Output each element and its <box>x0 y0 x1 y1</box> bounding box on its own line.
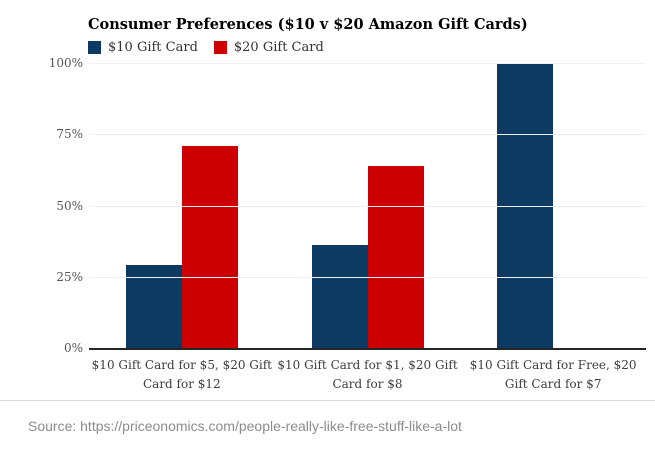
y-tick-label: 100% <box>48 56 83 70</box>
footer: Source: https://priceonomics.com/people-… <box>0 400 655 450</box>
gridline <box>89 134 646 136</box>
bar <box>125 265 182 348</box>
x-axis-label-cell: $10 Gift Card for Free, $20 Gift Card fo… <box>460 356 646 393</box>
legend-label: $10 Gift Card <box>108 40 198 55</box>
legend-label: $20 Gift Card <box>233 40 324 55</box>
legend: $10 Gift Card $20 Gift Card <box>88 40 324 55</box>
x-axis-label: $10 Gift Card for $5, $20 Gift Card for … <box>91 358 272 391</box>
y-tick-label: 50% <box>56 198 83 213</box>
x-axis-label: $10 Gift Card for $1, $20 Gift Card for … <box>277 358 458 391</box>
y-tick-label: 75% <box>56 127 83 142</box>
gridline <box>89 276 646 278</box>
y-tick-label: 0% <box>63 341 83 355</box>
bar-group <box>89 63 275 348</box>
x-axis-label-cell: $10 Gift Card for $1, $20 Gift Card for … <box>275 356 461 393</box>
legend-item: $20 Gift Card <box>213 40 324 55</box>
bar <box>367 165 424 348</box>
gridline <box>89 205 646 207</box>
bar <box>311 245 368 348</box>
x-axis-label-cell: $10 Gift Card for $5, $20 Gift Card for … <box>89 356 275 393</box>
legend-swatch-icon <box>213 41 227 54</box>
legend-swatch-icon <box>88 41 101 54</box>
chart-title: Consumer Preferences ($10 v $20 Amazon G… <box>88 16 528 33</box>
gridline <box>89 63 646 64</box>
bar <box>181 145 238 348</box>
y-tick-label: 25% <box>56 269 83 284</box>
source-text: Source: https://priceonomics.com/people-… <box>28 417 462 434</box>
legend-item: $10 Gift Card <box>88 40 198 55</box>
bar-group <box>275 63 461 348</box>
x-axis-label: $10 Gift Card for Free, $20 Gift Card fo… <box>469 358 637 391</box>
plot-area: 0% 25% 50% 75% 100% <box>49 57 646 354</box>
x-axis-labels: $10 Gift Card for $5, $20 Gift Card for … <box>89 356 646 393</box>
